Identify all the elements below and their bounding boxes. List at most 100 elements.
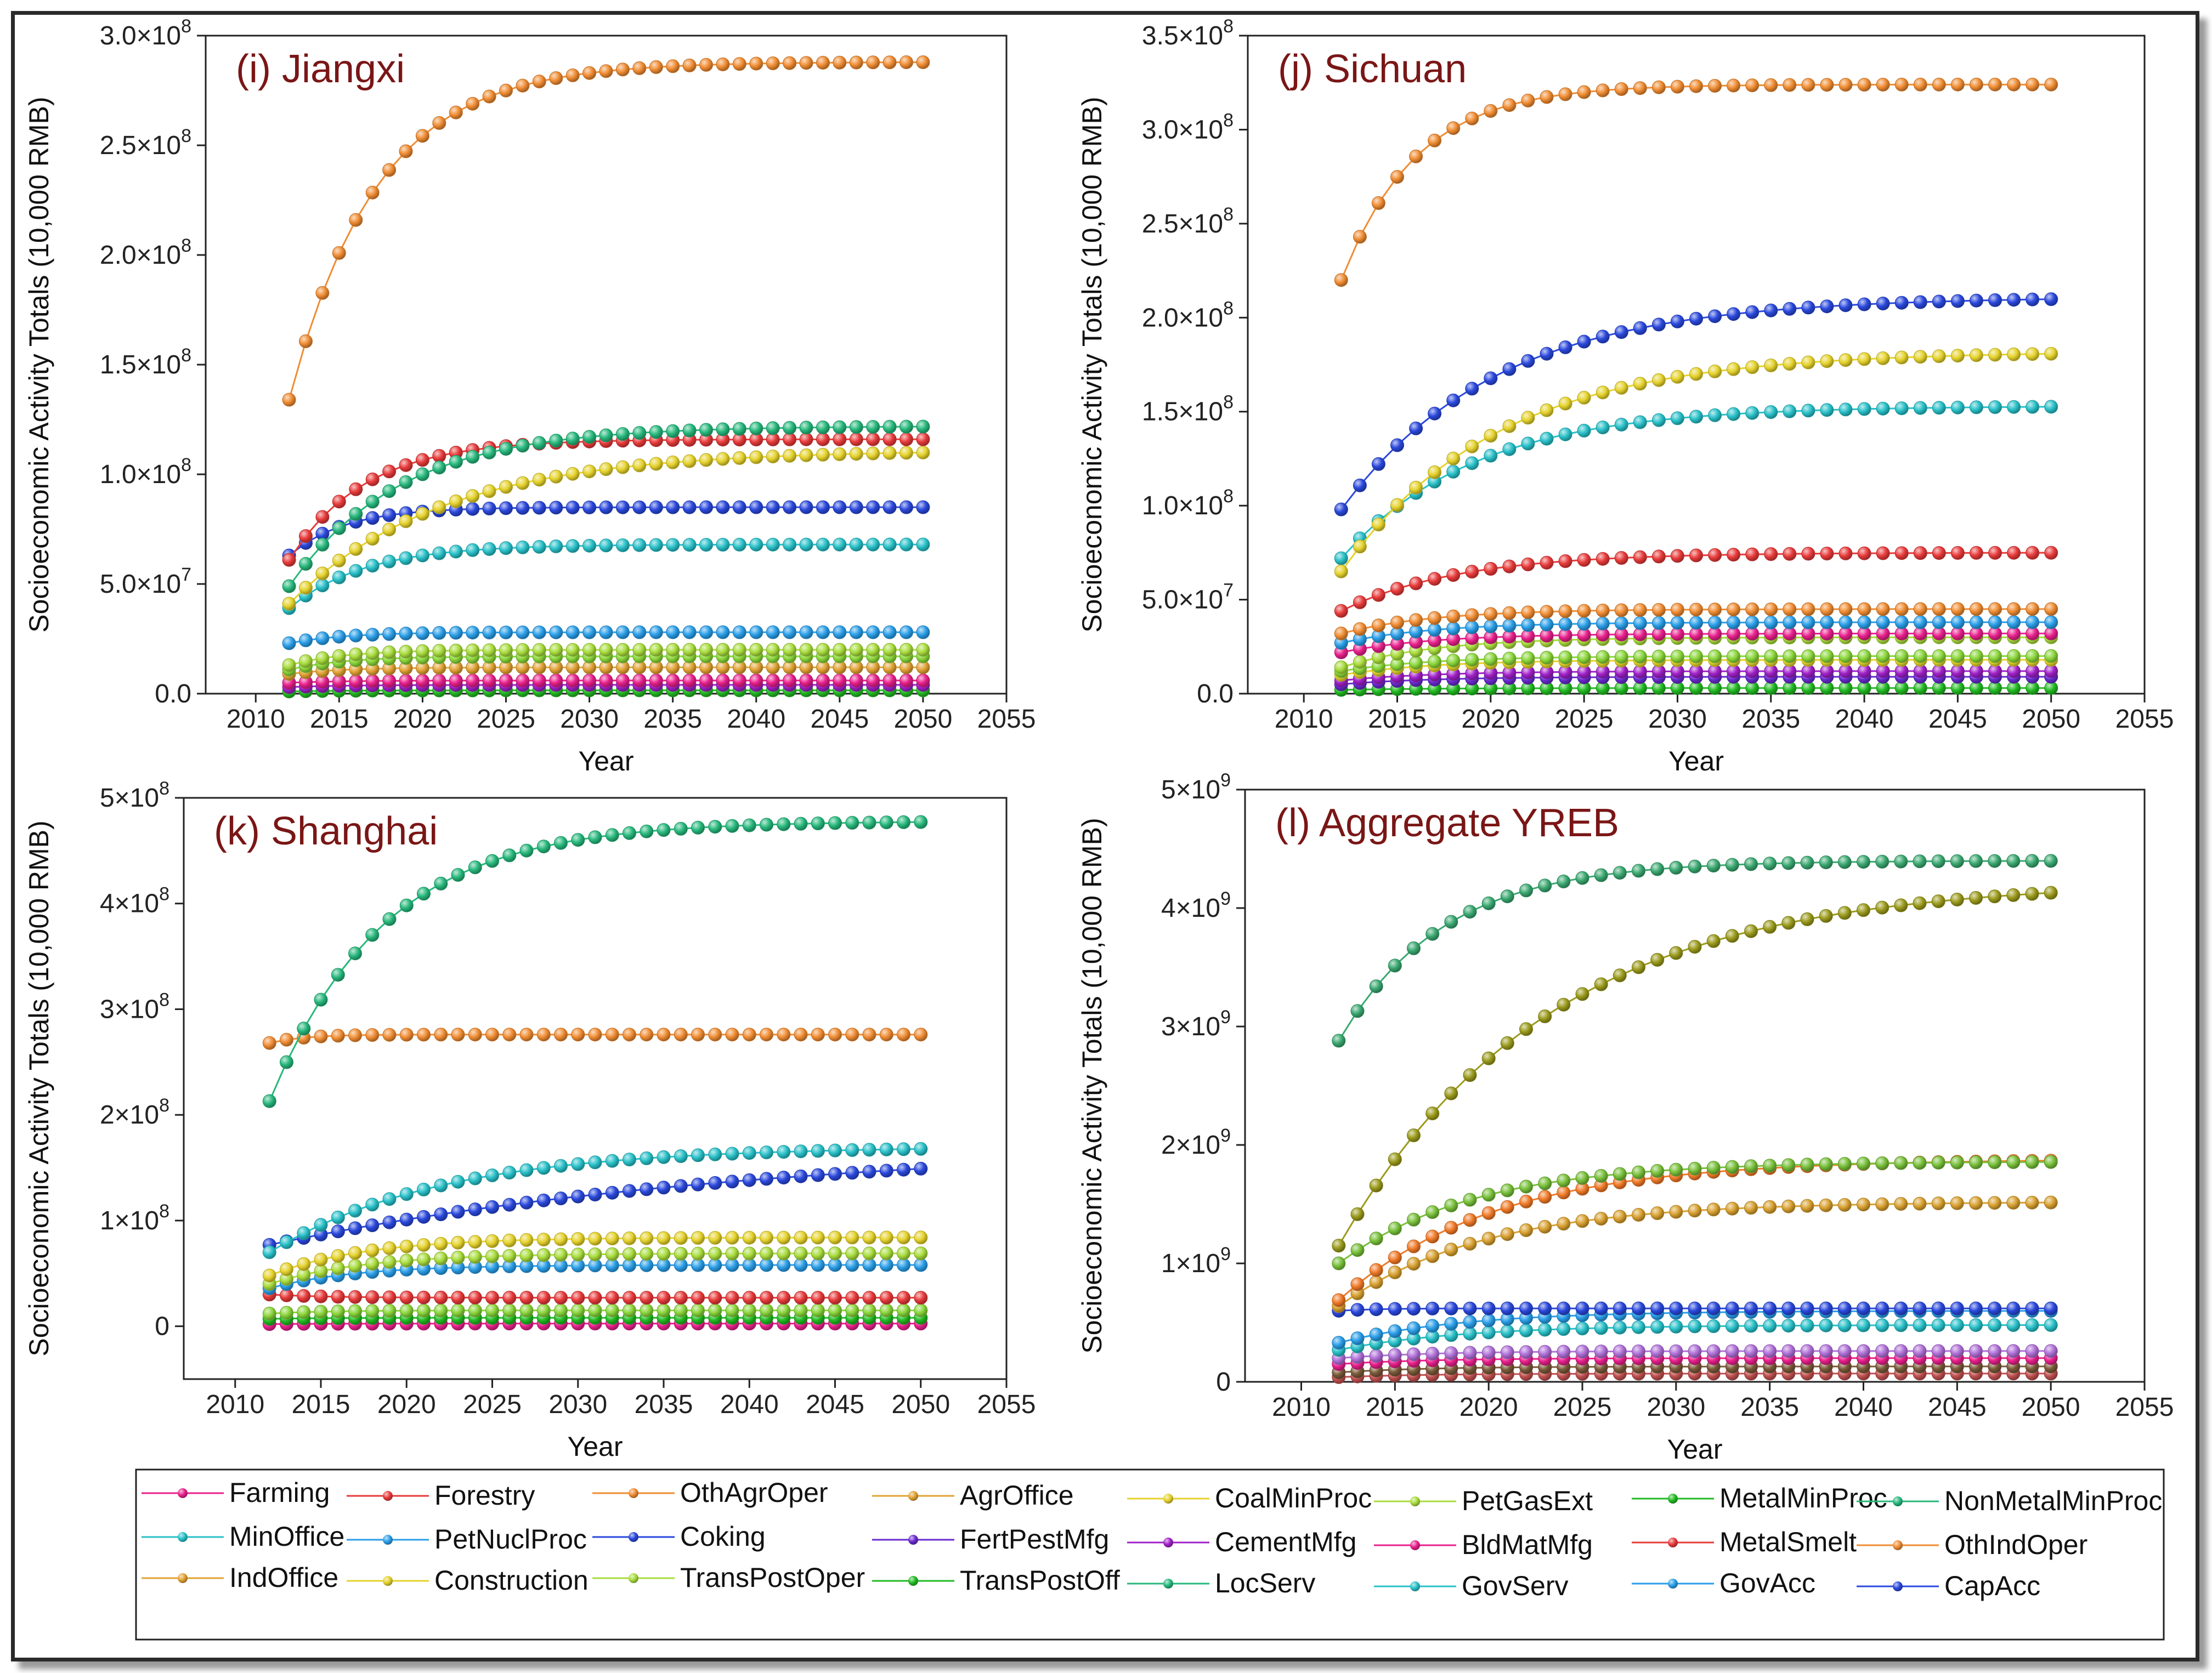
data-point [1725,1301,1739,1315]
data-point [1481,1051,1496,1065]
data-point [1764,303,1778,317]
data-point [1575,987,1589,1001]
data-point [862,1143,876,1157]
data-point [451,1303,465,1318]
data-point [749,450,763,464]
data-point [588,1155,602,1170]
data-point [1614,551,1628,565]
data-point [1540,90,1554,104]
data-point [332,553,346,568]
x-tick-label: 2050 [2022,705,2080,734]
data-point [1502,419,1517,433]
data-point [845,1303,859,1318]
data-point [794,1144,808,1159]
data-point [314,1029,328,1044]
data-point [1463,1237,1477,1251]
data-point [833,420,847,434]
series-NonMetalMinProc [1332,854,2058,1048]
data-point [2006,1195,2021,1210]
data-point [1745,360,1760,375]
y-tick-label: 4×108 [100,884,169,918]
data-point [280,1235,293,1249]
data-point [502,1198,517,1212]
data-point [615,500,630,514]
data-point [1838,298,1853,313]
data-point [1409,480,1423,495]
data-point [2044,1318,2058,1332]
data-point [382,464,397,479]
data-point [749,56,763,71]
data-point [1463,1068,1477,1082]
data-point [783,673,797,688]
data-point [1913,401,1927,415]
data-point [899,446,913,460]
x-tick-label: 2055 [2115,705,2174,734]
data-point [708,1291,722,1305]
data-point [331,968,345,982]
data-point [571,1303,585,1318]
data-point [1763,920,1777,934]
y-tick-label: 2×108 [100,1095,169,1130]
data-point [1781,1301,1796,1315]
legend-item-FertPestMfg: FertPestMfg [872,1524,1109,1555]
data-point [348,1204,362,1218]
data-point [519,1195,534,1210]
data-point [716,537,730,552]
data-point [1428,623,1442,637]
x-tick-label: 2045 [1928,1393,1987,1422]
data-point [1689,603,1703,617]
data-point [799,537,813,552]
data-point [691,1177,705,1192]
data-point [1390,582,1404,596]
data-point [554,1303,568,1318]
data-point [1988,615,2002,629]
data-point [516,501,530,515]
data-point [1446,609,1461,623]
data-point [365,1243,380,1257]
data-point [1444,1346,1458,1360]
data-point [1465,565,1479,579]
data-point [432,626,446,640]
y-tick-label: 0 [1216,1368,1231,1397]
legend-label: BldMatMfg [1462,1529,1593,1560]
data-point [554,1159,568,1173]
data-point [399,551,413,565]
data-point [417,1303,431,1318]
data-point [1857,1156,1870,1171]
data-point [382,1215,397,1229]
data-point [833,537,847,552]
data-point [588,1247,602,1261]
data-point [348,1028,362,1042]
data-point [866,420,880,434]
legend-item-IndOffice: IndOffice [142,1562,338,1593]
series-Aggregate-olive [1332,886,2058,1253]
x-tick-label: 2015 [1368,705,1427,734]
data-point [2007,293,2021,307]
data-point [866,55,880,70]
data-point [742,1146,756,1160]
data-point [1801,547,1815,561]
data-point [615,643,630,657]
data-point [315,537,330,552]
data-point [1594,868,1608,882]
data-point [399,1212,414,1227]
legend-item-AgrOffice: AgrOffice [872,1480,1074,1511]
data-point [1857,1198,1870,1212]
data-point [1369,1302,1383,1317]
data-point [1577,617,1591,631]
data-point [399,1239,414,1254]
data-point [1465,608,1479,622]
data-point [348,1290,362,1304]
data-point [811,1144,825,1158]
data-point [1369,1232,1383,1246]
data-point [432,673,446,688]
data-point [536,1248,551,1262]
data-point [849,643,863,657]
data-point [1334,502,1348,517]
data-point [1838,649,1853,663]
data-point [1725,929,1739,943]
y-tick-label: 3.0×108 [1142,110,1234,144]
data-point [1369,1328,1383,1342]
data-point [1633,550,1647,564]
y-tick-label: 5×109 [1161,770,1231,804]
